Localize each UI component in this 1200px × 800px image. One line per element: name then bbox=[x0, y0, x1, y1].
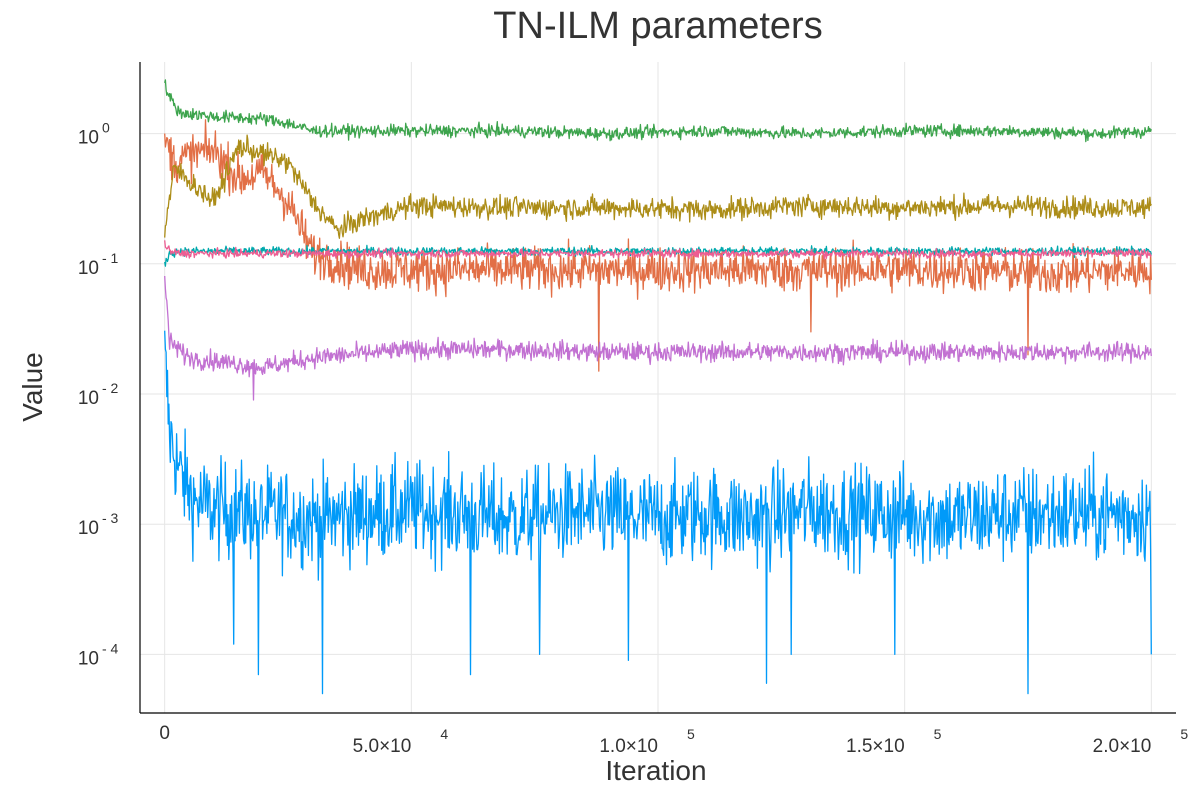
y-tick-label: 10- 1 bbox=[78, 250, 119, 279]
x-tick-label: 0 bbox=[159, 723, 170, 744]
series-line-2 bbox=[164, 119, 1152, 372]
y-tick-exponent: - 1 bbox=[102, 250, 119, 266]
y-tick-label: 10- 2 bbox=[78, 380, 119, 409]
y-axis-label: Value bbox=[17, 352, 48, 422]
y-tick-exponent: - 2 bbox=[102, 380, 119, 396]
series-line-4 bbox=[164, 275, 1152, 401]
y-tick-exponent: - 3 bbox=[102, 510, 119, 526]
x-tick-label: 2.0×10 5 bbox=[1093, 726, 1189, 757]
y-tick-exponent: 0 bbox=[102, 120, 110, 136]
y-tick-label: 10 0 bbox=[78, 120, 110, 149]
x-tick-text: 1.0×10 bbox=[599, 736, 658, 757]
y-tick-text: 10 bbox=[78, 128, 99, 149]
y-tick-label: 10- 4 bbox=[78, 640, 119, 669]
y-tick-text: 10 bbox=[78, 518, 99, 539]
series-line-7 bbox=[164, 240, 1152, 260]
series-layer bbox=[164, 79, 1152, 695]
x-axis-label: Iteration bbox=[605, 755, 706, 786]
x-tick-label: 1.5×10 5 bbox=[846, 726, 942, 757]
x-tick-text: 0 bbox=[159, 723, 170, 744]
y-tick-exponent: - 4 bbox=[102, 640, 119, 656]
x-tick-label: 5.0×10 4 bbox=[353, 726, 449, 757]
x-tick-exponent: 5 bbox=[687, 726, 695, 742]
series-line-5 bbox=[164, 134, 1152, 239]
grid bbox=[140, 62, 1176, 713]
y-tick-text: 10 bbox=[78, 388, 99, 409]
series-line-3 bbox=[164, 79, 1152, 143]
series-line-1 bbox=[164, 330, 1152, 695]
y-tick-text: 10 bbox=[78, 258, 99, 279]
x-tick-text: 2.0×10 bbox=[1093, 736, 1152, 757]
x-tick-label: 1.0×10 5 bbox=[599, 726, 695, 757]
x-tick-exponent: 5 bbox=[1180, 726, 1188, 742]
chart-title: TN-ILM parameters bbox=[493, 5, 822, 47]
x-tick-text: 5.0×10 bbox=[353, 736, 412, 757]
x-tick-exponent: 5 bbox=[934, 726, 942, 742]
axes bbox=[139, 62, 1176, 714]
x-tick-exponent: 4 bbox=[440, 726, 448, 742]
x-tick-text: 1.5×10 bbox=[846, 736, 905, 757]
y-tick-label: 10- 3 bbox=[78, 510, 119, 539]
y-tick-text: 10 bbox=[78, 648, 99, 669]
